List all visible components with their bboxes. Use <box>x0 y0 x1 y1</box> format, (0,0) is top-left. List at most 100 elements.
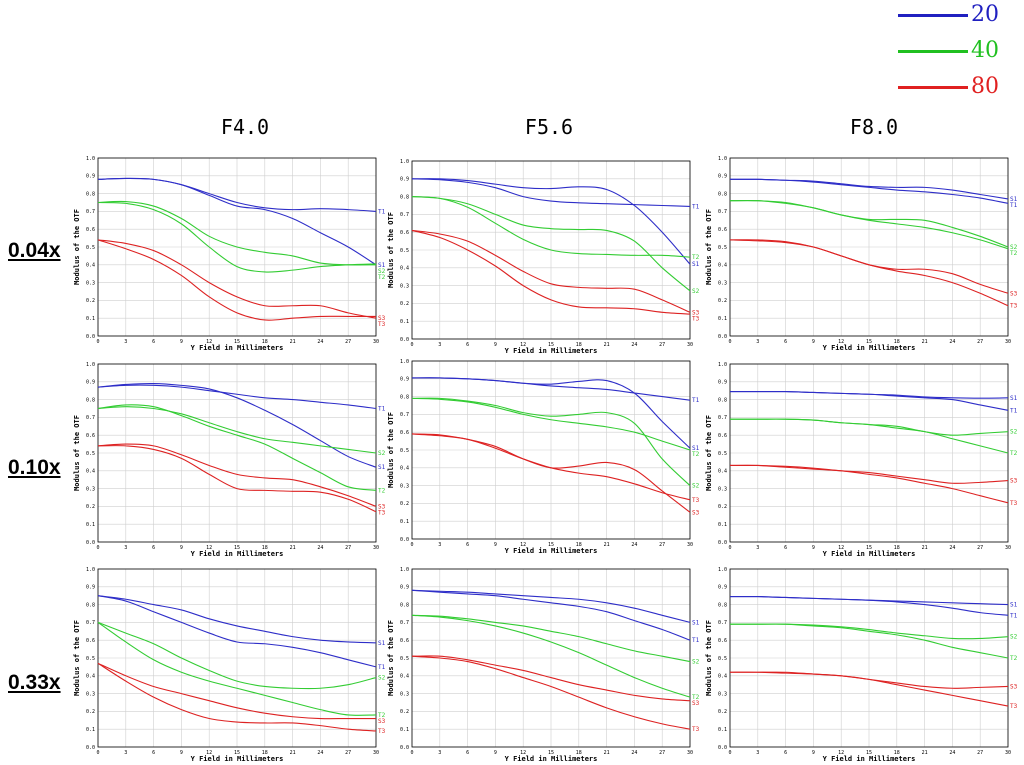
mtf-chart-panel: 0 3 6 9 12 15 18 21 24 27 30 0.0 0.1 0.2 0.3 0.4 0.5 0.6 0… <box>68 563 386 763</box>
y-tick-label: 0.0 <box>718 745 727 751</box>
legend-label-40: 40 <box>971 38 999 63</box>
y-axis-title: Modulus of the OTF <box>73 415 81 491</box>
series-end-label-s1: S1 <box>692 619 700 626</box>
y-tick-label: 0.5 <box>718 656 727 662</box>
x-tick-label: 3 <box>438 342 441 348</box>
series-line-t2 <box>97 404 377 491</box>
series-end-label-s3: S3 <box>692 509 700 516</box>
x-tick-label: 6 <box>784 339 787 345</box>
y-tick-label: 0.0 <box>400 537 409 543</box>
y-tick-label: 0.5 <box>718 245 727 251</box>
y-tick-label: 1.0 <box>718 567 727 573</box>
series-line-t2 <box>97 201 377 273</box>
y-tick-label: 0.5 <box>718 451 727 457</box>
y-tick-label: 0.8 <box>718 397 727 403</box>
series-line-s3 <box>411 655 691 702</box>
y-tick-label: 0.5 <box>400 448 409 454</box>
x-tick-label: 12 <box>838 545 844 551</box>
x-tick-label: 9 <box>812 339 815 345</box>
mtf-chart-svg: 0 3 6 9 12 15 18 21 24 27 30 0.0 0.1 0.2 0.3 0.4 0.5 0.6 0… <box>73 362 386 558</box>
x-tick-label: 12 <box>206 339 212 345</box>
series-line-t1 <box>730 390 1009 411</box>
series-end-label-t2: T2 <box>378 487 386 494</box>
y-tick-label: 0.8 <box>400 602 409 608</box>
grid <box>97 568 377 748</box>
y-tick-label: 1.0 <box>86 362 95 368</box>
y-tick-label: 0.9 <box>400 585 409 591</box>
series-line-s2 <box>97 621 377 690</box>
mtf-chart-panel: 0 3 6 9 12 15 18 21 24 27 30 0.0 0.1 0.2 0.3 0.4 0.5 0.6 0… <box>382 155 700 355</box>
series-end-label-t1: T1 <box>692 397 700 404</box>
y-tick-label: 1.0 <box>400 359 409 365</box>
x-tick-label: 18 <box>576 342 582 348</box>
x-tick-label: 9 <box>812 750 815 756</box>
x-tick-label: 9 <box>180 750 183 756</box>
series-line-t3 <box>411 433 691 501</box>
series-line-t2 <box>411 196 691 258</box>
mtf-chart-panel: 0 3 6 9 12 15 18 21 24 27 30 0.0 0.1 0.2 0.3 0.4 0.5 0.6 0… <box>700 358 1018 558</box>
y-tick-label: 0.7 <box>718 415 727 421</box>
series-end-label-t1: T1 <box>692 203 700 210</box>
x-tick-label: 21 <box>290 339 296 345</box>
y-tick-label: 0.3 <box>400 283 409 289</box>
row-header-004x: 0.04x <box>8 239 61 262</box>
y-tick-label: 0.0 <box>718 334 727 340</box>
y-tick-label: 0.7 <box>718 620 727 626</box>
y-tick-label: 0.9 <box>86 174 95 180</box>
legend-swatch-20 <box>898 14 968 17</box>
x-tick-label: 0 <box>728 545 731 551</box>
series-end-label-t1: T1 <box>378 664 386 671</box>
mtf-chart-svg: 0 3 6 9 12 15 18 21 24 27 30 0.0 0.1 0.2 0.3 0.4 0.5 0.6 0… <box>387 567 700 763</box>
y-tick-label: 0.6 <box>400 638 409 644</box>
y-axis-title: Modulus of the OTF <box>73 620 81 696</box>
y-tick-label: 0.2 <box>400 301 409 307</box>
legend-swatch-80 <box>898 86 968 89</box>
x-tick-label: 30 <box>373 750 379 756</box>
series-line-t3 <box>97 239 376 321</box>
series-line-t3 <box>729 671 1009 707</box>
x-tick-label: 3 <box>756 750 759 756</box>
series-line-t1 <box>411 178 691 207</box>
x-tick-label: 21 <box>604 342 610 348</box>
series-end-label-t3: T3 <box>378 728 386 735</box>
series-end-label-s2: S2 <box>1010 429 1018 436</box>
y-tick-label: 0.0 <box>400 337 409 343</box>
y-tick-label: 0.6 <box>718 638 727 644</box>
y-tick-label: 0.6 <box>86 433 95 439</box>
series-line-t2 <box>729 199 1009 250</box>
x-tick-label: 6 <box>152 339 155 345</box>
series-line-t2 <box>411 614 691 698</box>
y-tick-label: 0.7 <box>86 415 95 421</box>
x-tick-label: 24 <box>317 545 323 551</box>
mtf-chart-svg: 0 3 6 9 12 15 18 21 24 27 30 0.0 0.1 0.2 0.3 0.4 0.5 0.6 0… <box>705 156 1018 352</box>
y-tick-label: 0.3 <box>86 280 95 286</box>
series-end-label-t2: T2 <box>1010 450 1018 457</box>
y-tick-label: 0.1 <box>718 316 727 322</box>
series-end-label-s3: S3 <box>1010 683 1018 690</box>
mtf-chart-svg: 0 3 6 9 12 15 18 21 24 27 30 0.0 0.1 0.2 0.3 0.4 0.5 0.6 0… <box>387 159 700 355</box>
y-tick-label: 0.6 <box>400 230 409 236</box>
series-end-label-s1: S1 <box>1010 395 1018 402</box>
y-tick-label: 0.9 <box>718 585 727 591</box>
x-tick-label: 6 <box>152 750 155 756</box>
series-line-s1 <box>411 377 691 449</box>
plot-frame <box>411 160 691 340</box>
column-header-f56: F5.6 <box>524 115 574 139</box>
legend-swatch-40 <box>898 50 968 53</box>
series-end-label-s1: S1 <box>692 261 700 268</box>
series-end-label-t3: T3 <box>378 321 386 328</box>
x-tick-label: 0 <box>410 542 413 548</box>
x-tick-label: 0 <box>728 339 731 345</box>
series-line-t2 <box>97 621 377 716</box>
x-tick-label: 3 <box>756 545 759 551</box>
series-end-label-s2: S2 <box>378 268 386 275</box>
x-tick-label: 3 <box>756 339 759 345</box>
y-tick-label: 0.4 <box>86 674 95 680</box>
x-tick-label: 30 <box>1005 750 1011 756</box>
series-line-s2 <box>97 406 377 454</box>
x-tick-label: 21 <box>290 545 296 551</box>
y-tick-label: 0.3 <box>718 280 727 286</box>
y-tick-label: 0.3 <box>400 691 409 697</box>
y-axis-title: Modulus of the OTF <box>387 620 395 696</box>
series-line-s3 <box>97 662 376 720</box>
